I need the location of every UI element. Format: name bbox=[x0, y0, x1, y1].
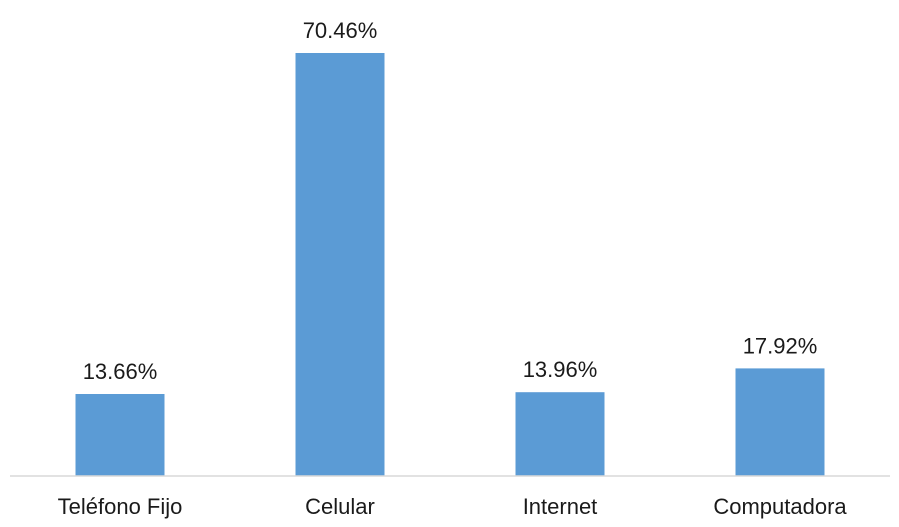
bar-value-label: 17.92% bbox=[743, 333, 818, 358]
bar-value-label: 13.96% bbox=[523, 357, 598, 382]
bars-layer bbox=[75, 53, 825, 476]
category-tick-label: Computadora bbox=[713, 494, 847, 519]
bar-value-label: 70.46% bbox=[303, 18, 378, 43]
category-tick-label: Teléfono Fijo bbox=[58, 494, 183, 519]
category-labels-layer: Teléfono Fijo Celular Internet Computadora bbox=[58, 494, 848, 519]
bar-value-label: 13.66% bbox=[83, 359, 158, 384]
category-tick-label: Internet bbox=[523, 494, 598, 519]
bar bbox=[515, 392, 605, 476]
bar bbox=[75, 394, 165, 476]
bar bbox=[295, 53, 385, 476]
value-labels-layer: 13.66% 70.46% 13.96% 17.92% bbox=[83, 18, 818, 384]
bar bbox=[735, 368, 825, 476]
category-tick-label: Celular bbox=[305, 494, 375, 519]
